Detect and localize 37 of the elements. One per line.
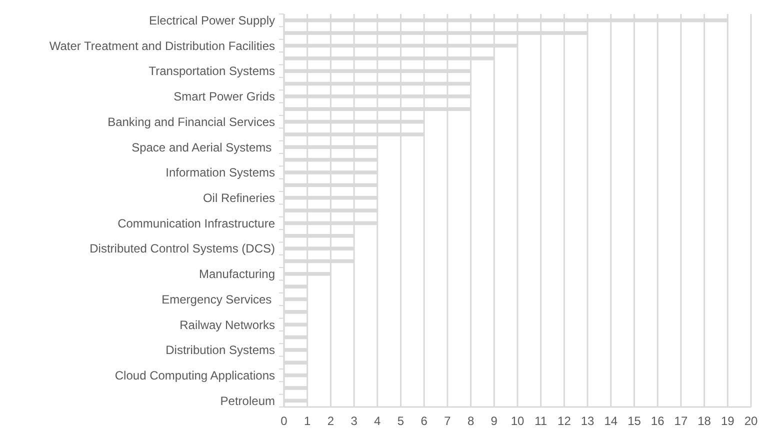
x-tick-label: 3 <box>350 414 358 428</box>
x-tick-label: 18 <box>698 414 712 428</box>
x-tick-label: 17 <box>674 414 688 428</box>
y-tick-label: Distributed Control Systems (DCS) <box>90 242 275 256</box>
y-tick-label: Emergency Services <box>162 292 275 306</box>
x-tick-label: 5 <box>397 414 404 428</box>
x-tick-label: 4 <box>374 414 382 428</box>
x-tick-label: 9 <box>490 414 498 428</box>
x-tick-label: 8 <box>467 414 474 428</box>
y-tick-label: Space and Aerial Systems <box>132 140 275 154</box>
y-tick-label: Banking and Financial Services <box>108 114 275 129</box>
x-tick-label: 20 <box>744 414 758 428</box>
x-tick-label: 1 <box>304 414 312 428</box>
y-tick-label: Information Systems <box>166 166 275 180</box>
y-tick-label: Transportation Systems <box>148 64 275 78</box>
x-tick-label: 6 <box>420 414 428 428</box>
y-tick-label: Smart Power Grids <box>174 90 275 104</box>
y-tick-label: Manufacturing <box>198 267 275 282</box>
x-tick-label: 19 <box>720 414 735 428</box>
y-tick-label: Distribution Systems <box>166 343 275 358</box>
y-tick-label: Electrical Power Supply <box>148 14 275 28</box>
x-tick-label: 15 <box>628 414 642 428</box>
x-tick-label: 10 <box>510 414 524 428</box>
y-tick-label: Petroleum <box>220 394 275 408</box>
x-tick-label: 2 <box>327 414 334 428</box>
x-tick-label: 7 <box>444 414 452 428</box>
x-tick-label: 11 <box>534 414 548 428</box>
y-tick-label: Communication Infrastructure <box>118 216 276 230</box>
y-tick-label: Water Treatment and Distribution Facilities <box>49 38 275 53</box>
x-tick-label: 13 <box>580 414 595 428</box>
x-tick-label: 0 <box>280 414 288 428</box>
x-tick-label: 12 <box>558 414 572 428</box>
x-tick-label: 16 <box>650 414 665 428</box>
y-tick-label: Oil Refineries <box>202 191 275 206</box>
x-tick-label: 14 <box>604 414 618 428</box>
y-tick-label: Railway Networks <box>180 318 275 332</box>
y-tick-label: Cloud Computing Applications <box>114 368 275 383</box>
